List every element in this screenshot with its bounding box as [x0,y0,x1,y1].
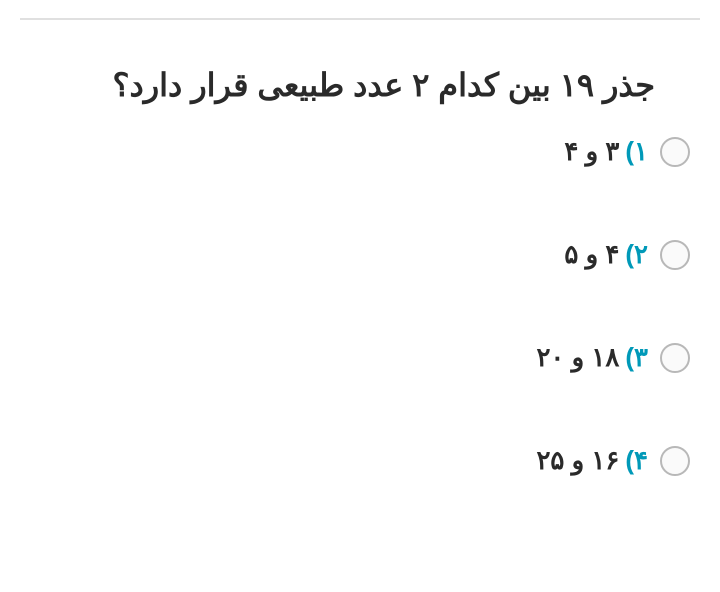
option-number: ۱) [625,136,648,167]
option-number: ۲) [625,239,648,270]
options-list: ۱) ۳ و ۴ ۲) ۴ و ۵ ۳) ۱۸ و ۲۰ ۴) ۱۶ و ۲۵ [20,136,700,476]
question-container: جذر ۱۹ بین کدام ۲ عدد طبیعی قرار دارد؟ ۱… [20,0,700,476]
option-2[interactable]: ۲) ۴ و ۵ [20,239,690,270]
option-text: ۳ و ۴ [564,136,619,167]
question-text: جذر ۱۹ بین کدام ۲ عدد طبیعی قرار دارد؟ [20,60,700,111]
radio-icon [660,240,690,270]
option-label: ۲) ۴ و ۵ [564,239,648,270]
option-number: ۳) [625,342,648,373]
option-text: ۴ و ۵ [564,239,619,270]
radio-icon [660,446,690,476]
option-1[interactable]: ۱) ۳ و ۴ [20,136,690,167]
option-text: ۱۶ و ۲۵ [536,445,619,476]
option-number: ۴) [625,445,648,476]
divider [20,18,700,20]
option-text: ۱۸ و ۲۰ [536,342,619,373]
option-4[interactable]: ۴) ۱۶ و ۲۵ [20,445,690,476]
radio-icon [660,137,690,167]
option-label: ۴) ۱۶ و ۲۵ [536,445,648,476]
option-label: ۳) ۱۸ و ۲۰ [536,342,648,373]
option-label: ۱) ۳ و ۴ [564,136,648,167]
option-3[interactable]: ۳) ۱۸ و ۲۰ [20,342,690,373]
radio-icon [660,343,690,373]
